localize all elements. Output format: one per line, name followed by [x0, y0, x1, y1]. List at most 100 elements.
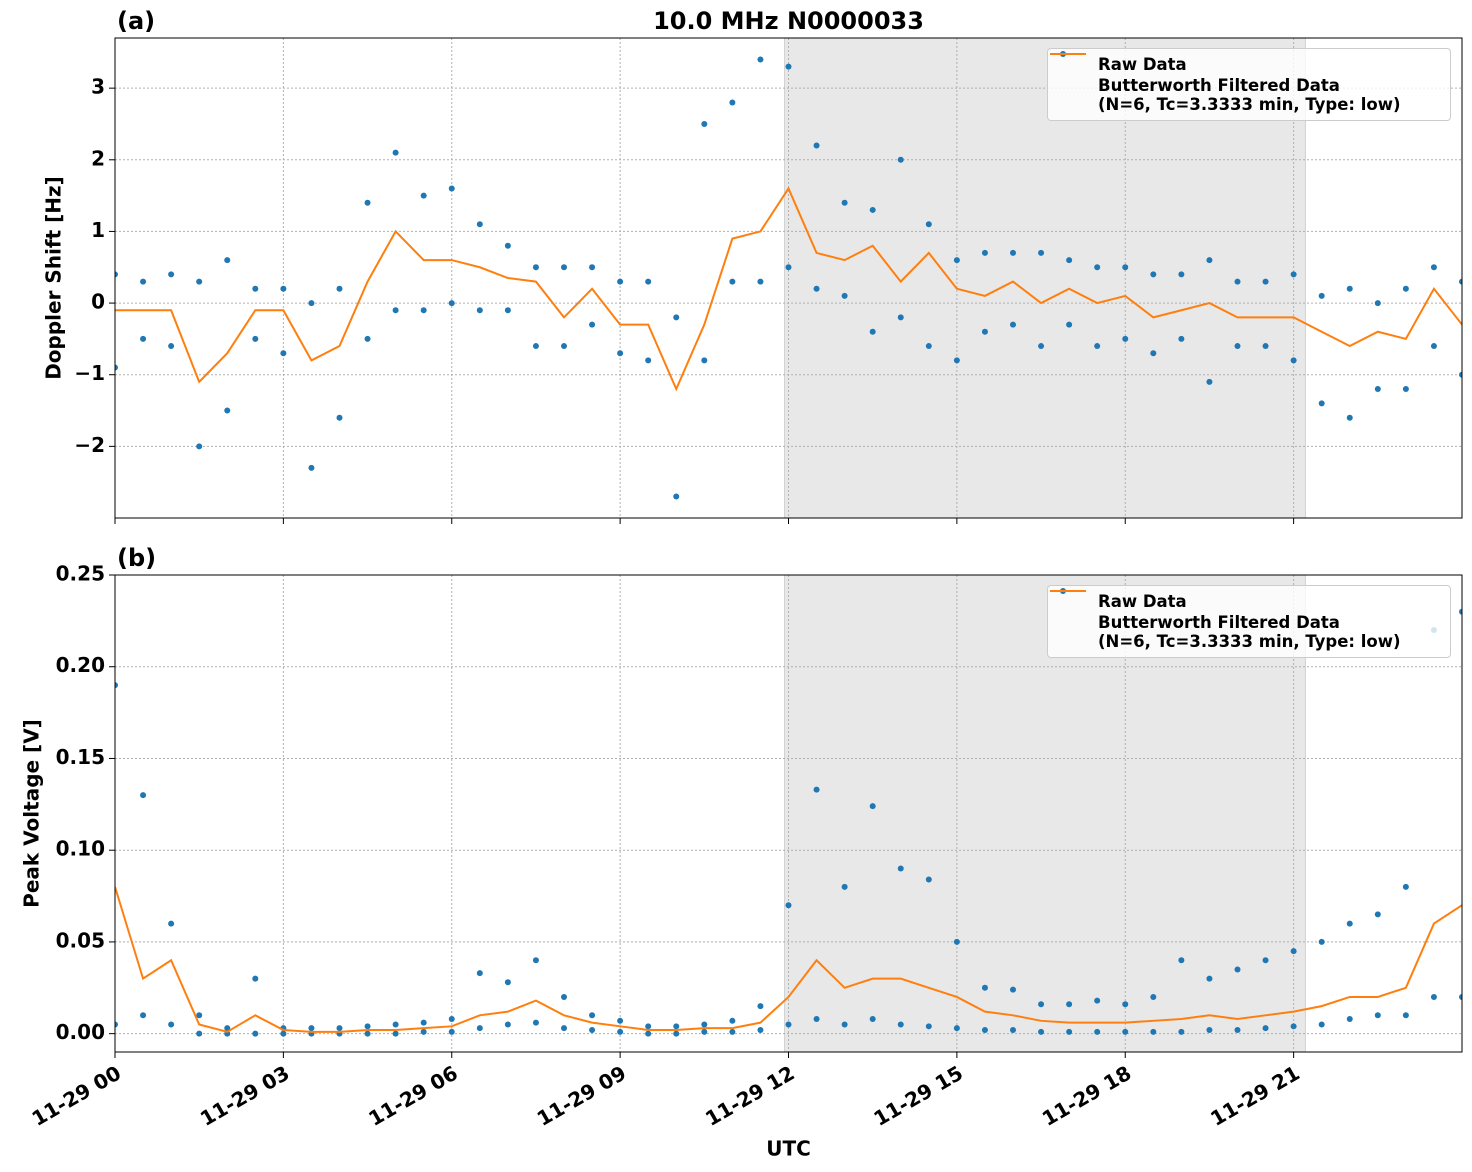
raw-point	[869, 1015, 876, 1022]
y-tick-label: −1	[74, 361, 105, 385]
raw-point	[392, 1030, 399, 1037]
axes-frame	[114, 574, 1463, 1053]
raw-point	[729, 278, 736, 285]
raw-point	[1178, 1028, 1185, 1035]
raw-point	[504, 242, 511, 249]
x-axis-label: UTC	[766, 1137, 811, 1161]
raw-point	[196, 1030, 203, 1037]
raw-point	[308, 1025, 315, 1032]
raw-point	[1290, 271, 1297, 278]
raw-point	[1318, 1021, 1325, 1028]
raw-point	[1150, 271, 1157, 278]
raw-point	[1066, 1028, 1073, 1035]
y-tick-label: 0.05	[56, 928, 105, 952]
raw-point	[476, 970, 483, 977]
raw-point	[308, 300, 315, 307]
raw-point	[617, 350, 624, 357]
raw-point	[140, 278, 147, 285]
raw-point	[1262, 957, 1269, 964]
raw-point	[561, 1025, 567, 1032]
raw-point	[532, 957, 539, 964]
raw-point	[1459, 371, 1462, 378]
raw-point	[673, 1030, 680, 1037]
raw-point	[1010, 1026, 1016, 1033]
raw-point	[1374, 911, 1381, 918]
raw-point	[224, 407, 231, 414]
raw-point	[1234, 278, 1241, 285]
x-tick-label: 11-29 09	[533, 1061, 631, 1131]
raw-point	[953, 357, 960, 364]
raw-point	[1206, 1026, 1213, 1033]
raw-point	[785, 902, 792, 909]
x-tick-label: 11-29 12	[701, 1061, 799, 1131]
raw-point	[1346, 414, 1353, 421]
raw-point	[645, 1023, 652, 1030]
raw-point	[673, 493, 680, 500]
legend-label: Butterworth Filtered Data (N=6, Tc=3.333…	[1098, 613, 1401, 651]
raw-point	[1262, 278, 1269, 285]
raw-point	[841, 292, 848, 299]
raw-point	[1346, 920, 1353, 927]
raw-point	[504, 979, 511, 986]
raw-point	[785, 264, 792, 271]
raw-point	[420, 192, 427, 199]
raw-point	[897, 314, 904, 321]
raw-point	[701, 1028, 708, 1035]
raw-point	[420, 1019, 427, 1026]
raw-point	[841, 1021, 848, 1028]
raw-point	[1094, 264, 1101, 271]
raw-point	[1290, 1023, 1297, 1030]
raw-point	[813, 142, 820, 149]
raw-point	[981, 1026, 988, 1033]
raw-point	[617, 1028, 624, 1035]
y-tick-label: 2	[91, 146, 105, 170]
raw-point	[364, 335, 371, 342]
raw-point	[897, 156, 904, 163]
raw-point	[1459, 278, 1462, 285]
raw-point	[1206, 378, 1213, 385]
raw-point	[869, 328, 876, 335]
raw-point	[168, 343, 175, 350]
raw-point	[1066, 1001, 1073, 1008]
raw-point	[1038, 343, 1045, 350]
raw-point	[981, 249, 988, 256]
y-tick-label: 1	[91, 218, 105, 242]
raw-point	[729, 99, 736, 106]
raw-point	[1346, 1015, 1353, 1022]
raw-point	[224, 257, 231, 264]
raw-point	[1430, 993, 1437, 1000]
raw-point	[673, 1023, 680, 1030]
raw-point	[1290, 948, 1297, 955]
raw-point	[364, 1023, 371, 1030]
raw-point	[925, 1023, 932, 1030]
raw-point	[140, 1012, 147, 1019]
raw-point	[1206, 257, 1213, 264]
filtered-line	[115, 886, 1462, 1033]
raw-point	[729, 1017, 736, 1024]
raw-point	[392, 1021, 399, 1028]
raw-point	[1290, 357, 1297, 364]
raw-point	[224, 1025, 231, 1032]
raw-point	[589, 264, 596, 271]
raw-point	[841, 199, 848, 206]
raw-point	[925, 221, 932, 228]
raw-point	[115, 271, 118, 278]
raw-point	[981, 328, 988, 335]
legend-entry: Raw Data	[1048, 588, 1450, 611]
raw-point	[1122, 335, 1129, 342]
raw-point	[841, 883, 848, 890]
raw-point	[701, 357, 708, 364]
legend-entry: Butterworth Filtered Data (N=6, Tc=3.333…	[1048, 53, 1450, 114]
raw-point	[1262, 1025, 1269, 1032]
legend-label: Raw Data	[1098, 592, 1187, 611]
axes-frame	[114, 37, 1463, 519]
raw-point	[1402, 883, 1409, 890]
panel-label: (b)	[117, 544, 156, 572]
raw-point	[476, 307, 483, 314]
raw-point	[617, 278, 624, 285]
raw-point	[589, 1012, 596, 1019]
raw-point	[981, 984, 988, 991]
raw-point	[1318, 292, 1325, 299]
raw-point	[1318, 400, 1325, 407]
chart-title: 10.0 MHz N0000033	[653, 7, 924, 35]
